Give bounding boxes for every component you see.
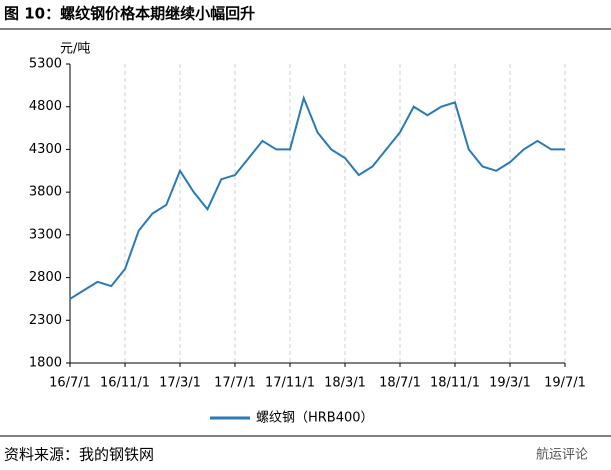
y-tick-label: 4800 (29, 99, 62, 114)
source: 资料来源：我的钢铁网 (4, 446, 154, 464)
y-tick-label: 1800 (29, 356, 62, 371)
y-unit: 元/吨 (60, 42, 90, 57)
y-tick-label: 5300 (29, 57, 62, 72)
y-tick-label: 2800 (29, 270, 62, 285)
x-tick-label: 16/7/1 (49, 376, 91, 391)
x-tick-label: 17/7/1 (214, 376, 256, 391)
x-tick-label: 17/3/1 (159, 376, 201, 391)
watermark: 航运评论 (536, 447, 588, 463)
chart-title: 图 10：螺纹钢价格本期继续小幅回升 (4, 5, 255, 23)
x-tick-label: 18/11/1 (430, 376, 480, 391)
legend-label: 螺纹钢（HRB400） (256, 411, 374, 426)
x-tick-label: 18/7/1 (379, 376, 421, 391)
y-tick-label: 3300 (29, 227, 62, 242)
x-tick-label: 18/3/1 (324, 376, 366, 391)
x-tick-label: 19/3/1 (489, 376, 531, 391)
y-tick-label: 2300 (29, 313, 62, 328)
y-tick-label: 3800 (29, 185, 62, 200)
x-tick-label: 16/11/1 (100, 376, 150, 391)
series-line (69, 95, 565, 300)
x-tick-label: 19/7/1 (544, 376, 586, 391)
x-tick-label: 17/11/1 (265, 376, 315, 391)
y-tick-label: 4300 (29, 142, 62, 157)
